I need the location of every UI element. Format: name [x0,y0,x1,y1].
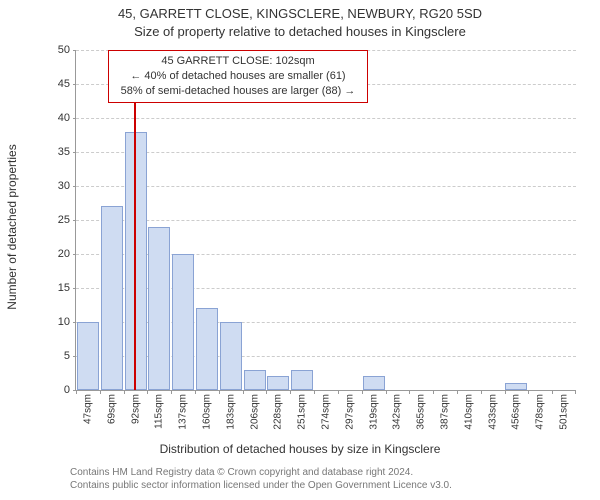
x-tick: 183sqm [225,390,236,430]
x-tick-mark [219,390,220,394]
x-tick-mark [171,390,172,394]
x-axis-label: Distribution of detached houses by size … [0,442,600,456]
y-tick: 10 [58,316,76,328]
histogram-bar [148,227,170,390]
x-tick-mark [147,390,148,394]
x-tick: 228sqm [273,390,284,430]
x-tick-mark [243,390,244,394]
y-tick: 35 [58,146,76,158]
y-tick: 25 [58,214,76,226]
subtitle: Size of property relative to detached ho… [0,24,600,39]
x-tick: 115sqm [154,390,165,429]
x-tick-mark [528,390,529,394]
x-tick-mark [362,390,363,394]
x-tick: 137sqm [178,390,189,430]
histogram-bar [505,383,527,390]
x-tick-mark [290,390,291,394]
x-tick: 274sqm [321,390,332,430]
x-tick: 456sqm [511,390,522,430]
footer-attribution: Contains HM Land Registry data © Crown c… [70,466,452,492]
x-tick-mark [481,390,482,394]
y-axis-label: Number of detached properties [5,127,19,327]
x-tick: 342sqm [392,390,403,430]
x-tick: 206sqm [249,390,260,430]
y-tick: 30 [58,180,76,192]
histogram-bar [267,376,289,390]
x-tick-mark [409,390,410,394]
histogram-bar [196,308,218,390]
histogram-bar [101,206,123,390]
x-tick-mark [386,390,387,394]
x-tick: 297sqm [344,390,355,430]
x-tick: 433sqm [487,390,498,430]
x-tick-mark [124,390,125,394]
x-tick: 387sqm [440,390,451,430]
x-tick: 251sqm [297,390,308,430]
callout-line: 58% of semi-detached houses are larger (… [115,84,361,99]
histogram-bar [77,322,99,390]
x-tick-mark [266,390,267,394]
x-tick: 47sqm [82,390,93,424]
x-tick-mark [433,390,434,394]
x-tick: 365sqm [416,390,427,430]
histogram-bar [220,322,242,390]
y-tick: 0 [64,384,76,396]
x-tick: 501sqm [559,390,570,430]
histogram-bar [291,370,313,390]
histogram-bar [244,370,266,390]
x-tick-mark [100,390,101,394]
gridline [76,118,576,119]
footer-line: Contains public sector information licen… [70,479,452,492]
y-tick: 20 [58,248,76,260]
x-tick-mark [457,390,458,394]
address-title: 45, GARRETT CLOSE, KINGSCLERE, NEWBURY, … [0,6,600,21]
gridline [76,152,576,153]
callout-box: 45 GARRETT CLOSE: 102sqm ← 40% of detach… [108,50,368,103]
x-tick-mark [338,390,339,394]
x-tick: 92sqm [130,390,141,424]
y-tick: 5 [64,350,76,362]
x-tick-mark [314,390,315,394]
footer-line: Contains HM Land Registry data © Crown c… [70,466,452,479]
x-tick-mark [76,390,77,394]
x-tick: 478sqm [535,390,546,430]
callout-line: ← 40% of detached houses are smaller (61… [115,69,361,84]
histogram-bar [172,254,194,390]
gridline [76,220,576,221]
x-tick-mark [575,390,576,394]
y-tick: 45 [58,78,76,90]
x-tick: 410sqm [463,390,474,430]
y-tick: 40 [58,112,76,124]
gridline [76,186,576,187]
x-tick-mark [195,390,196,394]
histogram-bar [363,376,385,390]
x-tick: 69sqm [106,390,117,424]
x-tick-mark [505,390,506,394]
x-tick-mark [552,390,553,394]
y-tick: 50 [58,44,76,56]
x-tick: 160sqm [201,390,212,430]
y-tick: 15 [58,282,76,294]
x-tick: 319sqm [368,390,379,430]
callout-line: 45 GARRETT CLOSE: 102sqm [115,54,361,69]
